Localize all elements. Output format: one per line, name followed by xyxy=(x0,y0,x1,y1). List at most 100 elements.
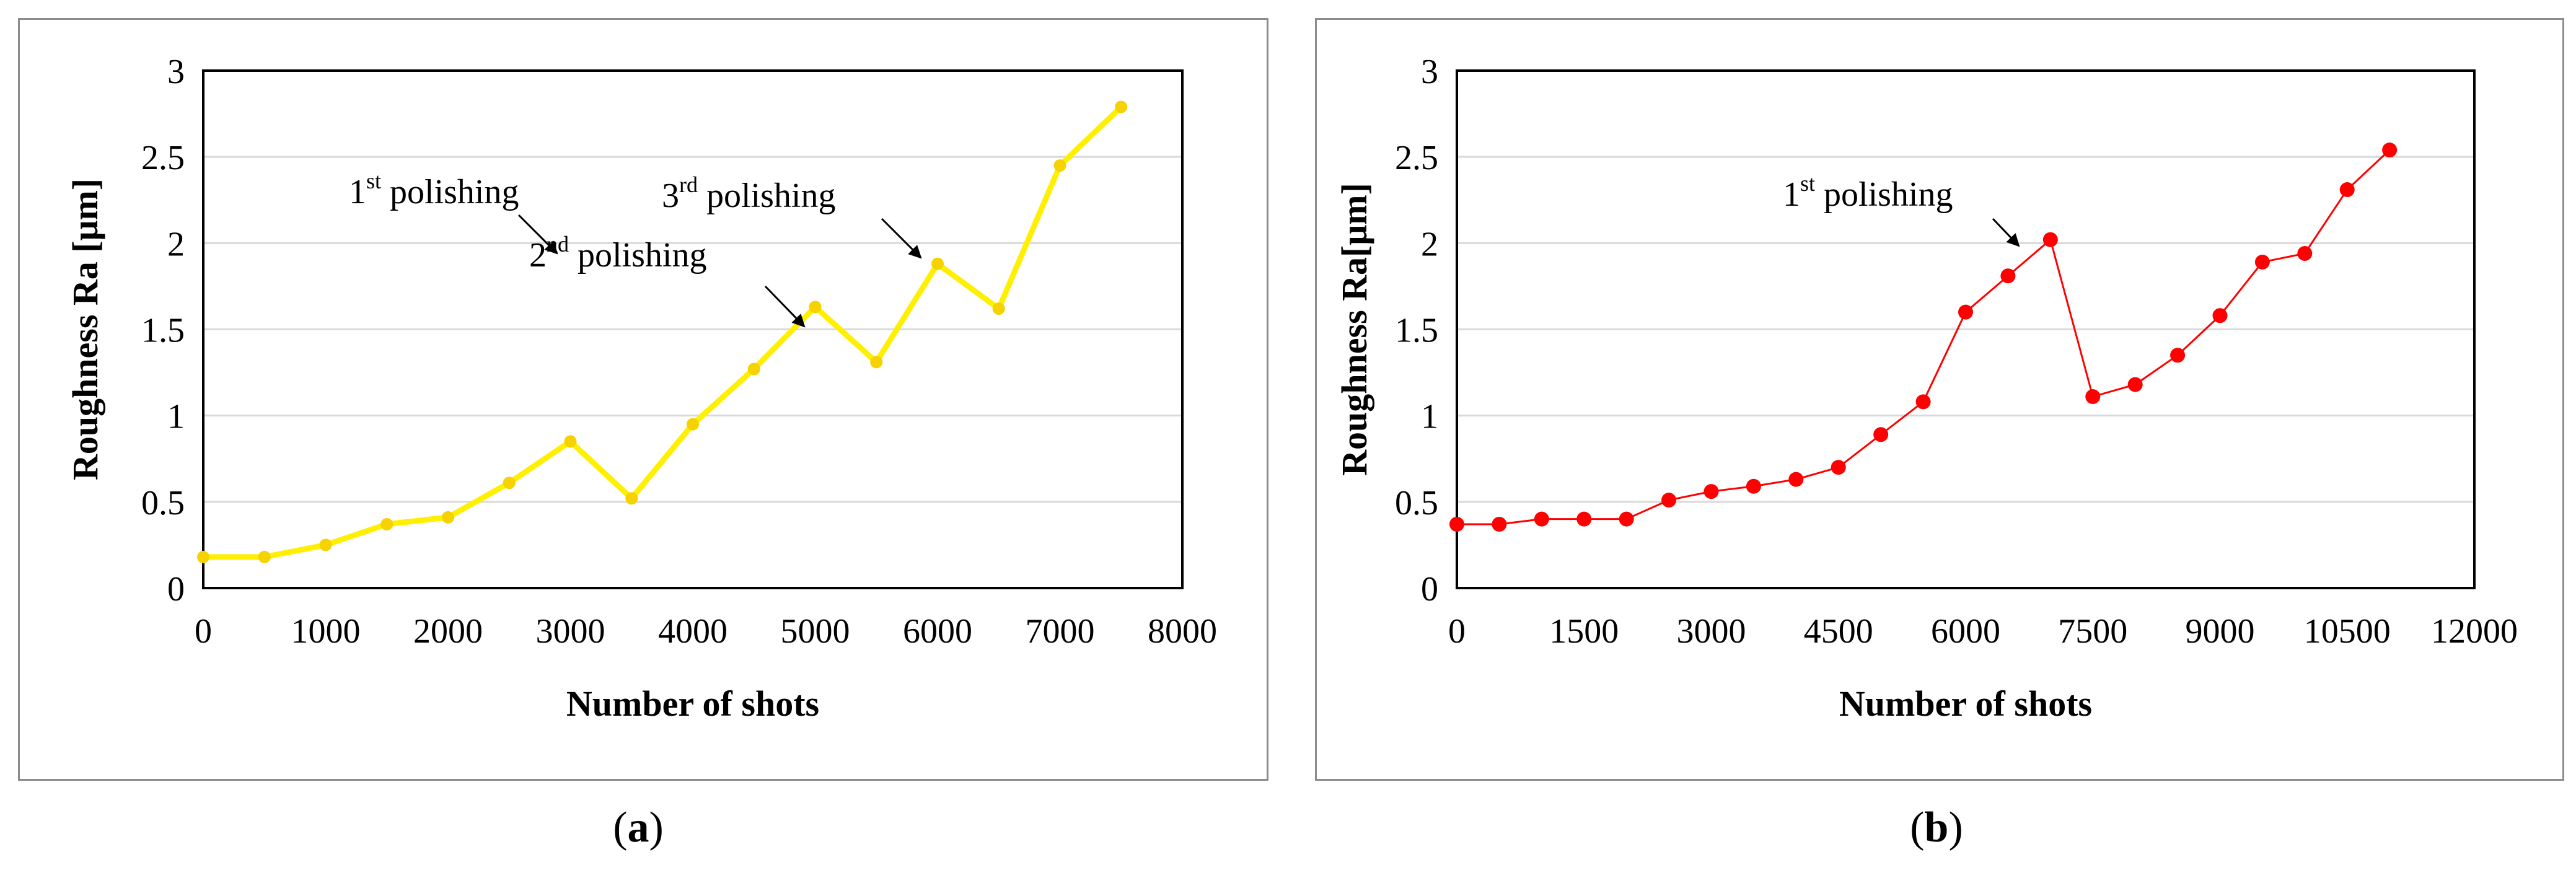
y-tick-label-b: 2.5 xyxy=(1395,139,1438,177)
data-point-b xyxy=(2339,182,2355,198)
x-tick-label-b: 9000 xyxy=(2186,612,2255,651)
y-tick-label-b: 1 xyxy=(1421,398,1438,436)
data-point-b xyxy=(1915,394,1931,410)
annotation-b: 1st polishing xyxy=(1783,171,1953,214)
data-point-b xyxy=(2254,254,2270,270)
data-point-b xyxy=(2170,348,2186,363)
data-point-a xyxy=(564,435,577,448)
caption-a-close: ) xyxy=(649,804,664,851)
caption-b-close: ) xyxy=(1948,804,1963,851)
series-line-a xyxy=(203,105,1123,560)
data-point-a xyxy=(931,257,944,270)
y-axis-title-a: Roughness Ra [μm] xyxy=(65,178,105,480)
data-point-b xyxy=(1958,304,1973,320)
annotation-number-a: 2 xyxy=(529,236,547,275)
data-point-a xyxy=(992,302,1005,315)
data-point-a xyxy=(809,301,822,314)
x-tick-label-b: 4500 xyxy=(1804,612,1873,651)
annotation-a: 2nd polishing xyxy=(529,232,706,275)
data-point-a xyxy=(503,477,516,490)
x-tick-label-a: 7000 xyxy=(1026,612,1095,651)
annotation-arrow-a xyxy=(517,214,558,255)
data-point-b xyxy=(1788,472,1804,487)
plot-area-frame-a xyxy=(202,69,1184,589)
x-axis-title-a: Number of shots xyxy=(566,683,819,724)
data-point-a xyxy=(1115,100,1128,113)
caption-b-open: ( xyxy=(1910,804,1925,851)
caption-b-letter: b xyxy=(1924,804,1949,851)
annotation-text-b: polishing xyxy=(1815,175,1953,214)
data-point-b xyxy=(1661,493,1677,508)
data-point-a xyxy=(380,518,393,531)
y-tick-label-b: 0.5 xyxy=(1395,484,1438,522)
data-point-a xyxy=(319,538,332,551)
y-tick-label-b: 0 xyxy=(1421,570,1438,609)
annotation-arrow-a xyxy=(881,218,922,259)
y-tick-label-a: 2 xyxy=(167,225,185,263)
chart-a-svg: 0 0.5 1 1.5 2 2.5 3 0 1000 2000 3000 4000 5000 6000 70… xyxy=(65,53,1217,724)
annotation-text-a: polishing xyxy=(381,173,519,211)
y-tick-label-a: 0.5 xyxy=(141,484,185,522)
annotation-arrow-b xyxy=(1992,218,2020,247)
data-point-b xyxy=(2085,389,2101,405)
x-tick-label-b: 1500 xyxy=(1549,612,1619,651)
data-point-a xyxy=(625,492,638,505)
data-point-b xyxy=(1746,478,1761,494)
x-tick-label-a: 0 xyxy=(195,612,212,651)
data-point-a xyxy=(687,418,699,431)
chart-panel-a: 0 0.5 1 1.5 2 2.5 3 0 1000 2000 3000 4000 5000 6000 70… xyxy=(18,18,1268,781)
y-tick-label-b: 1.5 xyxy=(1395,312,1438,350)
x-tick-label-b: 12000 xyxy=(2431,612,2518,651)
chart-b-svg: 0 0.5 1 1.5 2 2.5 3 0 1500 3000 4500 6000 7500 9000 10… xyxy=(1334,53,2518,724)
x-tick-label-a: 8000 xyxy=(1148,612,1217,651)
x-axis-title-b: Number of shots xyxy=(1839,683,2092,724)
annotation-number-a: 3 xyxy=(662,177,679,215)
data-point-b xyxy=(2000,268,2016,284)
y-tick-label-a: 2.5 xyxy=(141,139,185,177)
data-point-b xyxy=(1873,427,1889,442)
data-point-b xyxy=(1831,460,1846,475)
data-point-b xyxy=(2382,143,2398,158)
annotation-text-a: polishing xyxy=(569,236,706,275)
data-point-a xyxy=(197,550,209,563)
data-point-b xyxy=(1449,517,1464,532)
data-point-b xyxy=(1619,511,1634,527)
x-tick-label-a: 3000 xyxy=(536,612,605,651)
caption-a: (a) xyxy=(545,803,731,853)
x-tick-label-b: 3000 xyxy=(1677,612,1746,651)
data-point-b xyxy=(2127,377,2143,392)
annotation-superscript-a: rd xyxy=(679,172,698,197)
annotation-superscript-a: nd xyxy=(547,232,569,257)
data-point-a xyxy=(258,550,271,563)
data-point-b xyxy=(1534,511,1549,527)
caption-a-letter: a xyxy=(627,804,649,851)
y-tick-label-b: 3 xyxy=(1421,53,1438,91)
x-tick-label-a: 5000 xyxy=(781,612,850,651)
x-tick-label-b: 0 xyxy=(1448,612,1466,651)
y-tick-label-a: 0 xyxy=(167,570,185,609)
y-tick-label-a: 3 xyxy=(167,53,185,91)
y-axis-title-b: Roughness Ra[μm] xyxy=(1334,183,1374,476)
data-point-b xyxy=(1703,484,1719,499)
data-point-b xyxy=(2297,246,2313,261)
annotation-superscript-b: st xyxy=(1800,171,1815,196)
annotation-a: 1st polishing xyxy=(349,169,519,211)
y-tick-label-b: 2 xyxy=(1421,225,1438,263)
data-point-a xyxy=(442,511,454,524)
y-tick-label-a: 1 xyxy=(167,398,185,436)
annotation-text-a: polishing xyxy=(698,177,835,215)
x-tick-label-a: 4000 xyxy=(658,612,728,651)
data-point-b xyxy=(2042,232,2058,247)
x-tick-label-b: 7500 xyxy=(2058,612,2127,651)
plot-area-frame-b xyxy=(1456,69,2476,589)
x-tick-label-b: 10500 xyxy=(2304,612,2391,651)
annotation-a: 3rd polishing xyxy=(662,172,835,215)
x-tick-label-a: 1000 xyxy=(291,612,361,651)
data-point-b xyxy=(1492,517,1507,532)
caption-b: (b) xyxy=(1844,803,2029,853)
y-tick-label-a: 1.5 xyxy=(141,312,185,350)
data-point-a xyxy=(747,362,760,376)
annotation-arrow-a xyxy=(764,285,806,328)
annotation-superscript-a: st xyxy=(366,169,381,193)
data-point-b xyxy=(2212,308,2228,323)
